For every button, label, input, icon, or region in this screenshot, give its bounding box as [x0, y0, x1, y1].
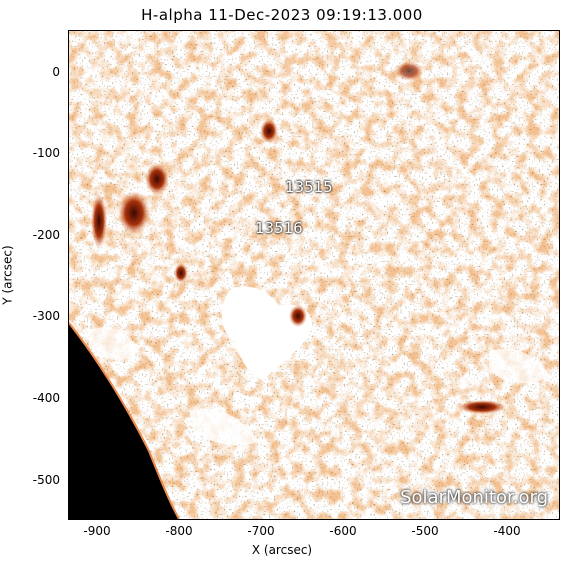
- watermark: SolarMonitor.org: [400, 487, 548, 508]
- x-tick-label: -900: [83, 524, 111, 538]
- region-label-13515: 13515: [285, 178, 333, 196]
- off-limb-space: [69, 323, 179, 519]
- x-tick-label: -500: [411, 524, 439, 538]
- x-tick-label: -800: [165, 524, 193, 538]
- halpha-image-frame: [68, 30, 560, 520]
- y-tick-label: -500: [32, 473, 60, 487]
- x-tick-label: -700: [247, 524, 275, 538]
- solar-limb: [69, 322, 180, 519]
- x-tick-label: -600: [329, 524, 357, 538]
- quiet-region: [222, 286, 312, 381]
- y-tick-label: -300: [32, 309, 60, 323]
- halpha-image: [69, 31, 559, 519]
- y-tick-label: -100: [32, 146, 60, 160]
- image-title: H-alpha 11-Dec-2023 09:19:13.000: [141, 6, 423, 24]
- x-tick-label: -400: [493, 524, 521, 538]
- y-tick-label: -400: [32, 391, 60, 405]
- region-label-13516: 13516: [255, 219, 303, 237]
- active-region-plage: [118, 191, 150, 235]
- x-axis-label: X (arcsec): [251, 543, 313, 557]
- y-axis-label: Y (arcsec): [0, 245, 15, 305]
- y-tick-label: 0: [52, 65, 60, 79]
- y-tick-label: -200: [32, 228, 60, 242]
- dark-speckle: [69, 31, 559, 519]
